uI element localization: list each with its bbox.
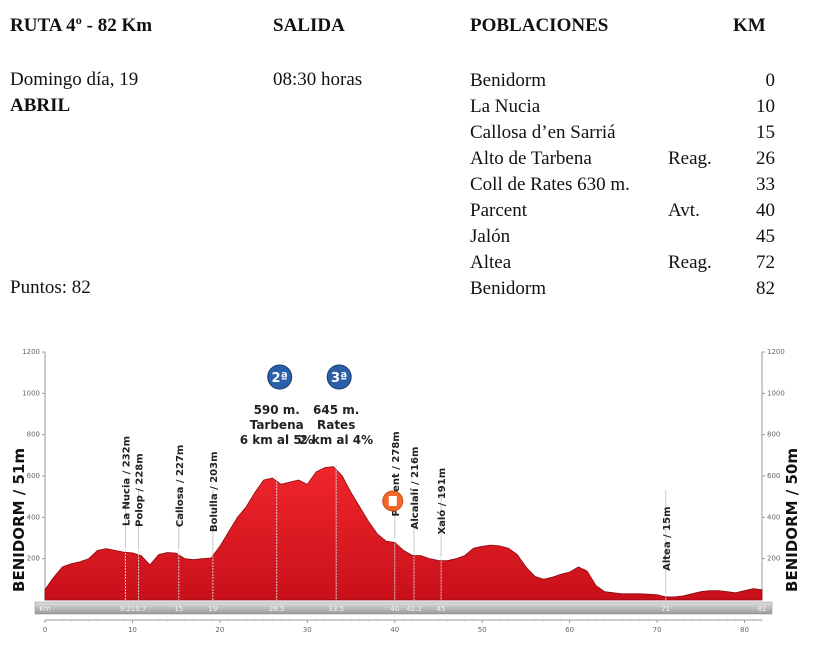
- x-tick-label: 60: [565, 626, 574, 634]
- waypoint-label: Parcent / 278m: [391, 431, 402, 516]
- town-row: Benidorm 0: [470, 68, 775, 94]
- end-label: BENIDORM / 50m: [783, 448, 801, 592]
- waypoint-label: La Nucia / 232m: [121, 436, 132, 526]
- y-tick-label-left: 600: [27, 472, 40, 480]
- km-band-label: 26.5: [269, 605, 285, 613]
- salida-header: SALIDA: [273, 15, 345, 36]
- elevation-area: [44, 466, 763, 601]
- towns-table: Benidorm 0 La Nucia 10 Callosa d’en Sarriá 15…: [470, 68, 775, 302]
- race-points: Puntos: 82: [10, 277, 91, 298]
- y-tick-label-left: 400: [27, 513, 40, 521]
- km-band-label: 10.7: [131, 605, 147, 613]
- y-tick-label-left: 1000: [22, 389, 40, 397]
- x-tick-label: 50: [478, 626, 487, 634]
- y-tick-label-right: 400: [767, 513, 780, 521]
- km-band-label: 42.2: [406, 605, 422, 613]
- peak-badge: [267, 364, 293, 390]
- town-row: Jalón 45: [470, 224, 775, 250]
- town-km: 33: [756, 174, 775, 195]
- town-km: 10: [756, 96, 775, 117]
- y-tick-label-left: 200: [27, 555, 40, 563]
- town-name: Altea: [470, 252, 512, 273]
- waypoint-label: Callosa / 227m: [175, 445, 186, 527]
- peak-label: Rates: [317, 418, 355, 432]
- town-row: Altea Reag. 72: [470, 250, 775, 276]
- town-row: Callosa d’en Sarriá 15: [470, 120, 775, 146]
- waypoint-label: Altea / 15m: [662, 506, 673, 570]
- sprint-badge-flag: [388, 496, 397, 506]
- town-note: Avt.: [668, 200, 700, 221]
- town-km: 45: [756, 226, 775, 247]
- waypoint-label: Polop / 228m: [135, 453, 146, 527]
- town-note: Reag.: [668, 252, 712, 273]
- town-row: Alto de Tarbena Reag. 26: [470, 146, 775, 172]
- waypoint-label: Alcalalí / 216m: [409, 447, 421, 530]
- peak-label: 2 km al 4%: [299, 433, 373, 447]
- town-name: Jalón: [470, 226, 511, 247]
- peak-label: 590 m.: [254, 403, 300, 417]
- start-time: 08:30 horas: [273, 69, 363, 90]
- km-band-label: 40: [390, 605, 399, 613]
- race-month: ABRIL: [10, 95, 71, 116]
- town-name: Alto de Tarbena: [470, 148, 592, 169]
- waypoint-label: Xaló / 191m: [436, 468, 448, 535]
- km-band-label: 19: [208, 605, 217, 613]
- y-tick-label-right: 800: [767, 431, 780, 439]
- y-tick-label-right: 200: [767, 555, 780, 563]
- km-band-label: 71: [661, 605, 670, 613]
- peak-badge-label: 3ª: [331, 371, 347, 386]
- town-km: 72: [756, 252, 775, 273]
- x-tick-label: 0: [43, 626, 47, 634]
- x-tick-label: 40: [390, 626, 399, 634]
- x-tick-label: 20: [215, 626, 224, 634]
- y-tick-label-left: 1200: [22, 348, 40, 356]
- x-tick-label: 70: [653, 626, 662, 634]
- y-tick-label-left: 800: [27, 431, 40, 439]
- waypoint-label: Bolulla / 203m: [209, 451, 220, 532]
- town-km: 26: [756, 148, 775, 169]
- km-band-label: 33.5: [328, 605, 344, 613]
- y-tick-label-right: 1000: [767, 389, 785, 397]
- town-name: Benidorm: [470, 70, 546, 91]
- peak-label: 6 km al 5%: [240, 433, 314, 447]
- km-band-label: Km: [39, 605, 51, 613]
- x-tick-label: 10: [128, 626, 137, 634]
- town-name: Coll de Rates 630 m.: [470, 174, 630, 195]
- peak-label: Tarbena: [250, 418, 304, 432]
- km-band-label: 15: [174, 605, 183, 613]
- town-km: 40: [756, 200, 775, 221]
- peak-label: 645 m.: [313, 403, 359, 417]
- town-name: Benidorm: [470, 278, 546, 299]
- town-km: 15: [756, 122, 775, 143]
- y-tick-label-right: 600: [767, 472, 780, 480]
- town-row: Parcent Avt. 40: [470, 198, 775, 224]
- town-row: La Nucia 10: [470, 94, 775, 120]
- km-band: [34, 601, 773, 615]
- route-title: RUTA 4º - 82 Km: [10, 15, 153, 36]
- start-label: BENIDORM / 51m: [10, 448, 28, 592]
- town-name: Callosa d’en Sarriá: [470, 122, 616, 143]
- town-note: Reag.: [668, 148, 712, 169]
- y-tick-label-right: 1200: [767, 348, 785, 356]
- poblaciones-header: POBLACIONES: [470, 15, 609, 36]
- km-band-label: 45: [437, 605, 446, 613]
- town-row: Benidorm 82: [470, 276, 775, 302]
- peak-badge: [326, 364, 352, 390]
- town-km: 82: [756, 278, 775, 299]
- race-date: Domingo día, 19: [10, 69, 139, 90]
- town-km: 0: [765, 70, 776, 91]
- km-header: KM: [733, 15, 766, 36]
- x-tick-label: 30: [303, 626, 312, 634]
- peak-badge-label: 2ª: [272, 371, 288, 386]
- town-row: Coll de Rates 630 m. 33: [470, 172, 775, 198]
- x-tick-label: 80: [740, 626, 749, 634]
- km-band-label: 82: [758, 605, 767, 613]
- town-name: Parcent: [470, 200, 527, 221]
- km-band-label: 9.2: [120, 605, 131, 613]
- town-name: La Nucia: [470, 96, 541, 117]
